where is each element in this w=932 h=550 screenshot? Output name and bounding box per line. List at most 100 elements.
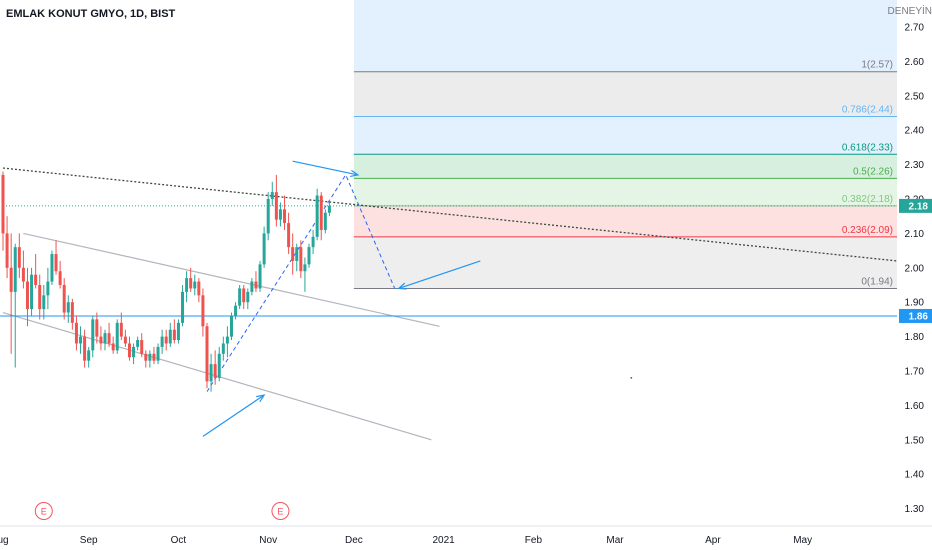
time-axis: ug Sep Oct Nov Dec 2021 Feb Mar Apr May: [0, 525, 932, 546]
candle-body: [287, 223, 291, 248]
y-tick-label: 1.60: [905, 401, 925, 412]
candle-body: [323, 212, 327, 230]
candle-body: [246, 291, 250, 303]
fib-level-label: 0.618(2.33): [842, 142, 893, 153]
candle-body: [303, 264, 307, 272]
fib-labels: 1(2.57) 0.786(2.44) 0.618(2.33) 0.5(2.26) 0.…: [842, 60, 893, 288]
candle-body: [160, 336, 164, 347]
candle-body: [311, 236, 315, 248]
candle-body: [274, 192, 278, 220]
candle-body: [250, 281, 254, 292]
earnings-marker-label: E: [41, 507, 47, 517]
fib-level-label: 1(2.57): [861, 60, 893, 71]
candle-body: [21, 267, 25, 282]
y-tick-label: 2.70: [905, 23, 925, 34]
fib-level-label: 0.5(2.26): [853, 166, 893, 177]
candle-body: [140, 340, 144, 354]
candle-body: [17, 247, 21, 268]
candle-body: [193, 281, 197, 289]
candle-body: [283, 209, 287, 224]
fib-zones: [353, 0, 897, 289]
candle-body: [197, 281, 201, 296]
candle-body: [74, 322, 78, 344]
fib-zone: [353, 71, 897, 117]
candle-body: [327, 205, 331, 213]
candle-body: [148, 353, 152, 361]
fib-level-label: 0.382(2.18): [842, 194, 893, 205]
candle-body: [152, 353, 156, 361]
candle-body: [185, 278, 189, 292]
x-tick-label: May: [793, 535, 812, 546]
candle-body: [111, 343, 115, 351]
candle-body: [217, 353, 221, 378]
candle-body: [119, 322, 123, 337]
candle-body: [254, 281, 258, 289]
candle-body: [58, 271, 62, 285]
price-label: 2.18: [909, 201, 929, 212]
fib-zone: [353, 0, 897, 72]
candle-body: [132, 346, 136, 358]
fib-level-label: 0(1.94): [861, 276, 893, 287]
channel-line: [2, 311, 432, 441]
arrow-line: [202, 394, 265, 437]
candle-body: [291, 247, 295, 261]
corner-label[interactable]: DENEYİN: [887, 6, 932, 17]
fib-zone: [353, 154, 897, 179]
y-tick-label: 1.90: [905, 298, 925, 309]
x-tick-label: ug: [0, 535, 9, 546]
price-label-bg: [899, 308, 932, 323]
candle-body: [103, 333, 107, 344]
arrow-head: [256, 394, 266, 403]
fib-zone: [353, 178, 897, 206]
candle-body: [205, 326, 209, 382]
y-tick-label: 2.00: [905, 263, 925, 274]
arrow-head: [349, 169, 360, 178]
candle-body: [258, 264, 262, 289]
fib-zone: [353, 236, 897, 289]
y-tick-label: 2.40: [905, 126, 925, 137]
candle-body: [225, 336, 229, 344]
fib-level-label: 0.786(2.44): [842, 104, 893, 115]
candle-body: [127, 343, 131, 358]
candle-body: [62, 285, 66, 313]
candle-body: [13, 247, 17, 292]
candle-body: [201, 295, 205, 327]
candles: [1, 171, 331, 392]
candle-body: [83, 336, 87, 361]
candle-body: [123, 336, 127, 344]
earnings-marker-label: E: [277, 507, 283, 517]
candle-body: [238, 288, 242, 306]
candle-body: [266, 199, 270, 234]
arrow-head: [397, 282, 407, 290]
arrow-line: [292, 160, 359, 176]
y-tick-label: 1.30: [905, 504, 925, 515]
candle-body: [9, 267, 13, 292]
price-axis: 1.301.401.501.601.701.801.902.002.102.20…: [899, 23, 932, 515]
candle-body: [107, 333, 111, 344]
channel-line: [23, 232, 440, 327]
x-tick-label: Apr: [705, 535, 721, 546]
x-tick-label: Nov: [259, 535, 277, 546]
x-tick-label: Feb: [525, 535, 543, 546]
y-tick-label: 1.80: [905, 332, 925, 343]
x-tick-label: Dec: [345, 535, 363, 546]
candle-body: [262, 233, 266, 265]
candle-body: [315, 195, 319, 237]
y-tick-label: 1.70: [905, 367, 925, 378]
candle-body: [46, 281, 50, 296]
earnings-marker: [34, 502, 53, 520]
candle-body: [5, 233, 9, 268]
candle-body: [299, 247, 303, 272]
candle-body: [79, 336, 83, 344]
y-tick-label: 2.60: [905, 57, 925, 68]
x-tick-label: Mar: [606, 535, 624, 546]
candle-body: [156, 346, 160, 361]
x-tick-label: Oct: [171, 535, 187, 546]
candle-body: [70, 302, 74, 323]
y-tick-label: 2.10: [905, 229, 925, 240]
candle-body: [30, 274, 34, 310]
candle-body: [209, 364, 213, 382]
candle-body: [181, 291, 185, 323]
